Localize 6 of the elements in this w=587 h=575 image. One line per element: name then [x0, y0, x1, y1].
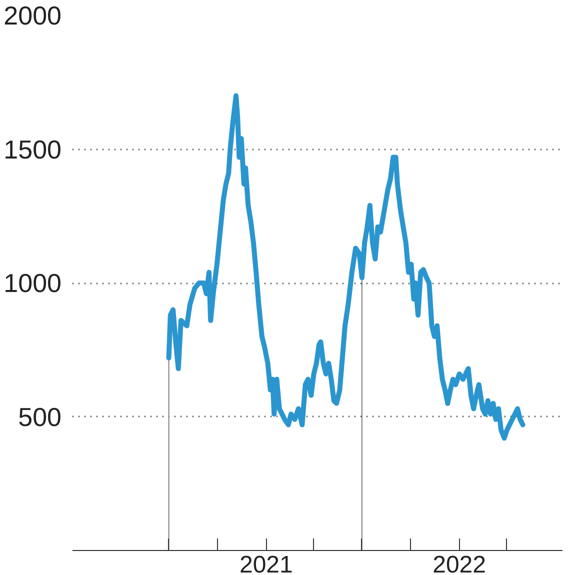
x-tick-label: 2021 [239, 552, 293, 575]
y-tick-label: 1500 [4, 134, 62, 164]
x-tick-label: 2022 [432, 552, 486, 575]
y-tick-label: 2000 [4, 0, 62, 30]
y-tick-label: 500 [18, 402, 62, 432]
y-tick-label: 1000 [4, 268, 62, 298]
